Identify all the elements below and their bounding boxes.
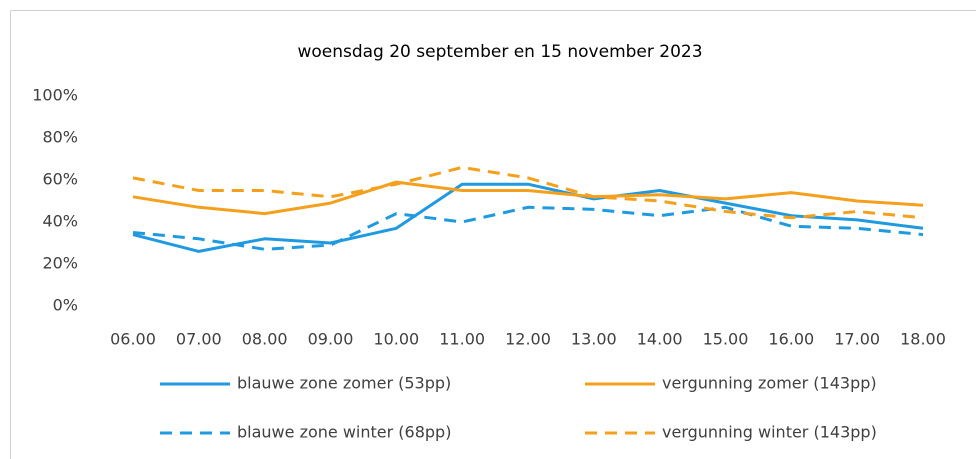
y-tick-label: 0% <box>53 296 78 315</box>
x-tick-label: 11.00 <box>439 330 485 349</box>
x-tick-label: 09.00 <box>308 330 354 349</box>
y-tick-label: 20% <box>42 254 78 273</box>
legend-label: blauwe zone winter (68pp) <box>237 423 451 442</box>
line-series <box>132 182 924 253</box>
line-series <box>132 205 924 251</box>
y-tick-label: 40% <box>42 212 78 231</box>
x-tick-label: 16.00 <box>768 330 814 349</box>
x-tick-label: 12.00 <box>505 330 551 349</box>
line-series <box>132 165 924 220</box>
x-tick-label: 14.00 <box>637 330 683 349</box>
legend-label: vergunning winter (143pp) <box>662 423 877 442</box>
chart-title: woensdag 20 september en 15 november 202… <box>297 42 702 62</box>
y-tick-label: 60% <box>42 170 78 189</box>
x-tick-label: 06.00 <box>110 330 156 349</box>
y-tick-label: 100% <box>32 86 78 105</box>
x-tick-label: 08.00 <box>242 330 288 349</box>
x-tick-label: 17.00 <box>834 330 880 349</box>
x-tick-label: 15.00 <box>703 330 749 349</box>
legend-label: vergunning zomer (143pp) <box>662 374 877 393</box>
legend-label: blauwe zone zomer (53pp) <box>237 374 451 393</box>
x-tick-label: 10.00 <box>373 330 419 349</box>
x-tick-label: 18.00 <box>900 330 946 349</box>
y-tick-label: 80% <box>42 128 78 147</box>
line-series <box>132 180 924 216</box>
x-tick-label: 13.00 <box>571 330 617 349</box>
x-tick-label: 07.00 <box>176 330 222 349</box>
